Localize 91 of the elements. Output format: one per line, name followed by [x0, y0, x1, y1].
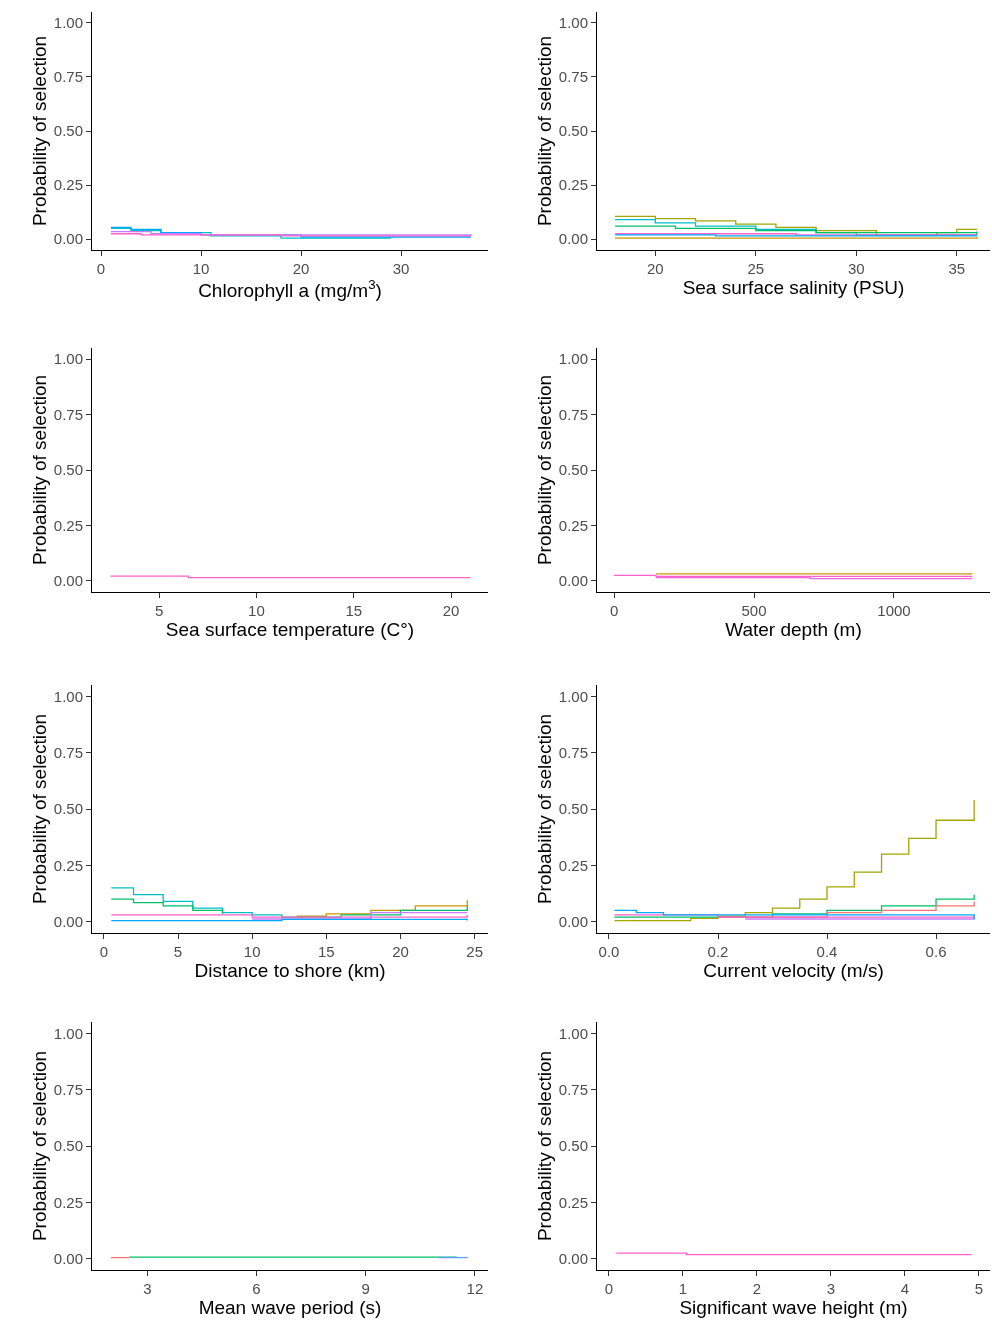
y-tick-label: 0.75: [53, 1080, 83, 1098]
x-tick-label: 9: [361, 1280, 370, 1297]
x-axis-title: Sea surface temperature (C°): [165, 619, 415, 640]
x-axis-title: Current velocity (m/s): [703, 960, 884, 981]
y-axis-title: Probability of selection: [533, 1050, 555, 1242]
y-tick-label: 0.50: [53, 122, 83, 140]
y-axis-title: Probability of selection: [533, 374, 555, 566]
y-tick-label: 0.75: [558, 405, 588, 423]
y-tick-label: 0.25: [53, 1193, 83, 1211]
y-tick-label: 0.50: [558, 461, 588, 479]
x-axis-title: Distance to shore (km): [194, 960, 386, 981]
y-axis-title: Probability of selection: [28, 374, 50, 566]
y-tick-label: 0.25: [53, 516, 83, 534]
x-tick-label: 12: [466, 1280, 484, 1297]
y-tick-label: 0.50: [53, 1137, 83, 1155]
x-tick-label: 3: [826, 1280, 836, 1297]
y-tick-label: 0.50: [53, 461, 83, 479]
y-tick-label: 0.25: [558, 176, 588, 194]
x-tick-label: 0: [99, 943, 109, 960]
x-tick-label: 20: [392, 943, 409, 960]
x-tick-label: 0.2: [707, 943, 729, 960]
x-tick-label: 20: [292, 260, 310, 277]
x-tick-label: 10: [248, 602, 265, 619]
x-tick-label: 35: [948, 260, 966, 277]
y-tick-label: 1.00: [558, 1024, 588, 1042]
y-tick-label: 0.00: [53, 572, 83, 590]
x-tick-label: 20: [442, 602, 460, 619]
x-tick-label: 30: [392, 260, 410, 277]
y-tick-label: 0.00: [558, 912, 588, 930]
y-tick-label: 1.00: [53, 14, 83, 32]
y-tick-label: 0.25: [558, 516, 588, 534]
x-tick-label: 30: [847, 260, 865, 277]
y-tick-label: 0.75: [558, 1080, 588, 1098]
x-tick-label: 0.6: [925, 943, 947, 960]
y-tick-label: 0.75: [558, 743, 588, 761]
x-tick-label: 25: [747, 260, 765, 277]
y-tick-label: 0.50: [558, 1137, 588, 1155]
y-tick-label: 1.00: [558, 350, 588, 368]
x-tick-label: 5: [173, 943, 183, 960]
x-tick-label: 1: [678, 1280, 688, 1297]
x-tick-label: 1000: [877, 602, 911, 619]
y-tick-label: 0.75: [53, 743, 83, 761]
x-tick-label: 5: [154, 602, 164, 619]
x-tick-label: 10: [243, 943, 261, 960]
y-tick-label: 1.00: [558, 687, 588, 705]
x-tick-label: 6: [252, 1280, 261, 1297]
x-axis-title: Chlorophyll a (mg/m$^{3}$): [198, 277, 382, 301]
x-axis-title: Mean wave period (s): [198, 1297, 382, 1318]
x-tick-label: 25: [466, 943, 483, 960]
y-axis-title: Probability of selection: [28, 713, 50, 905]
y-tick-label: 0.25: [558, 856, 588, 874]
x-tick-label: 500: [741, 602, 767, 619]
y-tick-label: 1.00: [53, 1024, 83, 1042]
y-tick-label: 0.25: [53, 856, 83, 874]
y-tick-label: 0.75: [558, 68, 588, 86]
x-tick-label: 0: [609, 602, 619, 619]
y-axis-title: Probability of selection: [533, 35, 555, 227]
x-tick-label: 15: [345, 602, 363, 619]
y-tick-label: 0.75: [53, 68, 83, 86]
y-tick-label: 0.50: [53, 800, 83, 818]
x-tick-label: 0: [96, 260, 106, 277]
y-tick-label: 0.25: [558, 1193, 588, 1211]
x-tick-label: 2: [752, 1280, 762, 1297]
y-tick-label: 0.75: [53, 405, 83, 423]
y-tick-label: 1.00: [53, 687, 83, 705]
x-axis-title: Water depth (m): [725, 619, 862, 640]
x-tick-label: 20: [646, 260, 664, 277]
x-tick-label: 0: [604, 1280, 614, 1297]
y-tick-label: 0.00: [558, 1249, 588, 1267]
y-tick-label: 1.00: [558, 14, 588, 32]
x-axis-title: Significant wave height (m): [679, 1297, 908, 1318]
x-tick-label: 4: [900, 1280, 910, 1297]
y-axis-title: Probability of selection: [28, 35, 50, 227]
y-tick-label: 0.25: [53, 176, 83, 194]
y-tick-label: 0.00: [53, 912, 83, 930]
y-tick-label: 0.50: [558, 800, 588, 818]
y-axis-title: Probability of selection: [28, 1050, 50, 1242]
x-tick-label: 3: [143, 1280, 152, 1297]
x-tick-label: 0.0: [598, 943, 620, 960]
x-axis-title: Sea surface salinity (PSU): [682, 277, 905, 298]
y-tick-label: 1.00: [53, 350, 83, 368]
y-tick-label: 0.00: [53, 1249, 83, 1267]
x-tick-label: 0.4: [816, 943, 838, 960]
x-tick-label: 15: [318, 943, 335, 960]
y-tick-label: 0.50: [558, 122, 588, 140]
x-tick-label: 10: [192, 260, 210, 277]
y-axis-title: Probability of selection: [533, 713, 555, 905]
y-tick-label: 0.00: [558, 572, 588, 590]
y-tick-label: 0.00: [53, 230, 83, 248]
y-tick-label: 0.00: [558, 230, 588, 248]
x-tick-label: 5: [974, 1280, 984, 1297]
